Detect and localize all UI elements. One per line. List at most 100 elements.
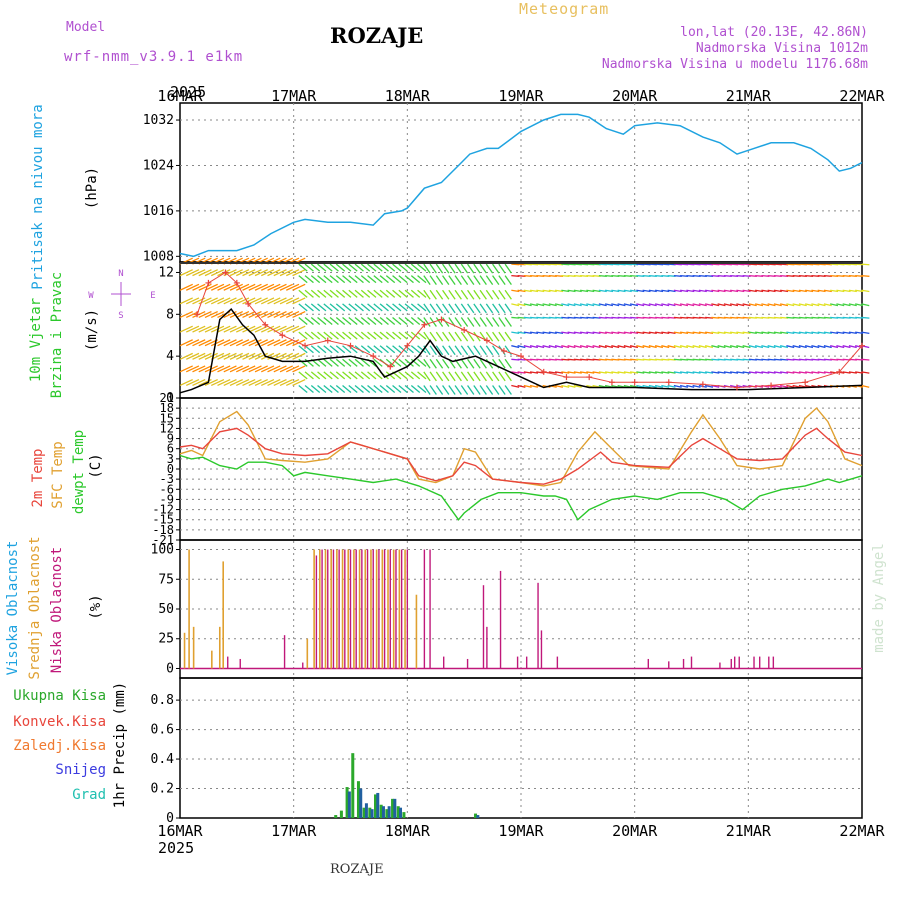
wind-arrow xyxy=(817,345,826,349)
wind-gust-marker xyxy=(733,384,740,391)
wind-arrow xyxy=(267,283,281,291)
wind-arrow xyxy=(235,297,250,305)
wind-arrow xyxy=(567,384,576,388)
wind-gust-marker xyxy=(518,353,524,360)
wind-arrow xyxy=(517,303,526,307)
wind-arrow xyxy=(179,339,193,347)
wind-arrow xyxy=(354,331,364,340)
wind-arrow xyxy=(223,352,237,360)
wind-gust-marker xyxy=(438,316,445,323)
wind-arrow xyxy=(705,289,714,293)
wind-arrow xyxy=(435,275,444,285)
wind-arrow xyxy=(498,275,506,285)
wind-arrow xyxy=(317,331,327,340)
wind-arrow xyxy=(323,316,333,326)
wind-arrow xyxy=(417,289,427,298)
wind-arrow xyxy=(611,371,620,374)
wind-arrow xyxy=(536,345,545,349)
snow-bar xyxy=(399,807,403,818)
wind-arrow xyxy=(567,345,576,349)
wind-arrow xyxy=(392,289,402,298)
wind-arrow xyxy=(260,269,275,277)
y-tick-label: -9 xyxy=(160,492,174,506)
wind-arrow xyxy=(229,283,243,291)
wind-arrow xyxy=(279,283,293,291)
sfc-temp-label: SFC Temp xyxy=(50,441,66,508)
wind-arrow xyxy=(273,310,287,319)
wind-arrow xyxy=(755,371,764,374)
y-tick-label: 18 xyxy=(160,401,174,415)
wind-arrow xyxy=(410,303,421,312)
wind-arrow xyxy=(267,339,281,347)
wind-arrow xyxy=(423,371,431,382)
wind-gust-marker xyxy=(262,321,269,328)
wind-gust-marker xyxy=(461,327,468,333)
y-tick-label: 12 xyxy=(160,421,174,435)
x-tick-bottom: 18MAR xyxy=(385,822,431,840)
wind-arrow xyxy=(611,289,620,293)
wind-arrow xyxy=(679,303,689,307)
wind-arrow xyxy=(579,345,589,349)
wind-arrow xyxy=(379,345,389,354)
wind-arrow xyxy=(748,289,757,293)
wind-arrow xyxy=(404,316,414,326)
wind-arrow xyxy=(673,303,682,307)
wind-arrow xyxy=(636,371,645,374)
wind-arrow xyxy=(329,371,339,380)
precip-total-bar xyxy=(379,804,383,818)
wind-arrow xyxy=(235,283,250,291)
wind-arrow xyxy=(217,352,231,360)
wind-arrow xyxy=(573,331,582,334)
wind-gust-marker xyxy=(233,279,240,286)
wind-arrow xyxy=(404,358,414,367)
wind-arrow xyxy=(335,345,346,354)
wind-arrow xyxy=(661,289,670,293)
wind-arrow xyxy=(192,339,206,347)
wind-arrow xyxy=(460,303,469,314)
wind-arrow xyxy=(385,371,396,380)
wind-arrow xyxy=(410,275,421,284)
wind-arrow xyxy=(485,289,494,300)
wind-arrow xyxy=(479,289,487,300)
wind-arrow xyxy=(298,384,308,394)
wind-arrow xyxy=(385,275,396,284)
y-tick-label: 15 xyxy=(160,411,174,425)
wind-arrow xyxy=(298,275,308,284)
y-tick-label: 0.8 xyxy=(151,693,174,708)
wind-arrow xyxy=(310,316,321,326)
wind-arrow xyxy=(373,358,383,367)
wind-arrow xyxy=(861,274,870,277)
wind-arrow xyxy=(473,358,481,369)
wind-arrow xyxy=(392,331,402,340)
wind-arrow xyxy=(417,263,427,272)
wind-arrow xyxy=(629,303,639,307)
y-tick-label: 1032 xyxy=(143,113,174,128)
wind-arrow xyxy=(342,358,352,367)
wind-arrow xyxy=(504,331,512,342)
wind-arrow xyxy=(354,371,364,380)
wind-arrow xyxy=(317,316,327,326)
wind-arrow xyxy=(210,269,225,277)
wind-arrow xyxy=(367,371,377,380)
wind-arrow xyxy=(454,263,462,274)
lonlat-label: lon,lat (20.13E, 42.86N) xyxy=(680,25,868,40)
wind-arrow xyxy=(823,289,832,293)
wind-arrow xyxy=(460,275,469,285)
wind-arrow xyxy=(554,384,564,388)
cloud-unit-label: (%) xyxy=(88,594,104,619)
wind-arrow xyxy=(561,289,570,293)
wind-arrow xyxy=(817,331,826,334)
wind-gust-marker xyxy=(324,337,331,344)
wind-arrow xyxy=(242,365,256,373)
wind-arrow xyxy=(536,303,545,307)
wind-arrow xyxy=(704,303,714,307)
wind-arrow xyxy=(267,378,281,387)
y-tick-label: 0 xyxy=(166,391,174,406)
wind-arrow xyxy=(504,303,512,314)
wind-arrow xyxy=(592,289,601,293)
wind-gust-marker xyxy=(387,363,394,370)
wind-arrow xyxy=(842,345,851,349)
wind-arrow xyxy=(636,331,645,334)
y-tick-label: 0 xyxy=(166,661,174,676)
